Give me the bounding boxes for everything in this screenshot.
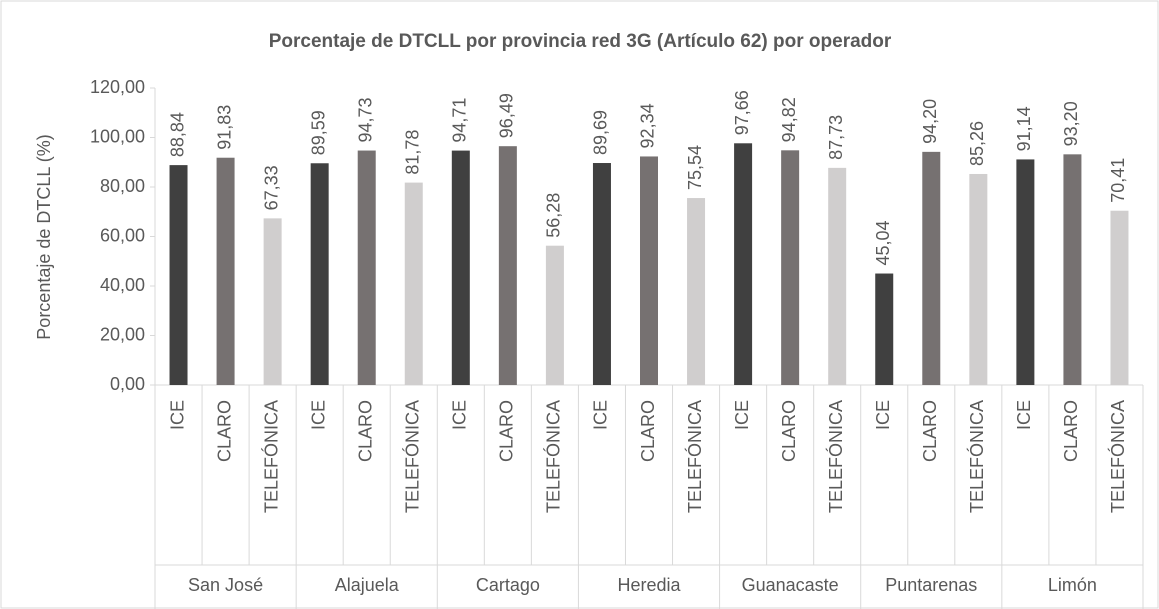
bar xyxy=(1063,154,1082,385)
x-tick-label: CLARO xyxy=(355,400,375,462)
x-tick-label: TELEFÓNICA xyxy=(402,400,423,513)
x-tick-label: CLARO xyxy=(638,400,658,462)
bar xyxy=(969,173,988,385)
y-tick-label: 80,00 xyxy=(100,176,145,196)
value-label: 70,41 xyxy=(1108,158,1128,203)
bar xyxy=(828,167,847,385)
bar xyxy=(545,245,564,385)
value-label: 88,84 xyxy=(167,112,187,157)
bar xyxy=(169,165,188,385)
x-tick-label: ICE xyxy=(732,400,752,430)
x-tick-label: TELEFÓNICA xyxy=(825,400,846,513)
group-label: San José xyxy=(188,575,263,595)
bar xyxy=(404,182,423,385)
bar xyxy=(1110,210,1129,385)
y-tick-label: 60,00 xyxy=(100,225,145,245)
y-tick-label: 100,00 xyxy=(90,126,145,146)
value-label: 81,78 xyxy=(403,130,423,175)
x-tick-label: ICE xyxy=(873,400,893,430)
value-label: 45,04 xyxy=(873,220,893,265)
x-tick-label: ICE xyxy=(167,400,187,430)
x-tick-label: TELEFÓNICA xyxy=(543,400,564,513)
bar xyxy=(451,150,470,385)
x-tick-label: TELEFÓNICA xyxy=(1107,400,1128,513)
value-label: 91,83 xyxy=(214,105,234,150)
value-label: 94,73 xyxy=(355,97,375,142)
group-label: Limón xyxy=(1048,575,1097,595)
bar xyxy=(640,156,658,385)
bar xyxy=(310,163,329,385)
x-tick-label: CLARO xyxy=(1061,400,1081,462)
x-tick-label: TELEFÓNICA xyxy=(684,400,705,513)
chart-title: Porcentaje de DTCLL por provincia red 3G… xyxy=(269,31,892,52)
value-label: 67,33 xyxy=(261,165,281,210)
x-tick-label: CLARO xyxy=(214,400,234,462)
y-tick-label: 120,00 xyxy=(90,77,145,97)
bar xyxy=(357,150,376,385)
value-label: 89,69 xyxy=(591,110,611,155)
x-tick-label: ICE xyxy=(591,400,611,430)
group-label: Heredia xyxy=(617,575,681,595)
x-tick-label: CLARO xyxy=(779,400,799,462)
bar xyxy=(781,150,800,385)
y-tick-label: 20,00 xyxy=(100,324,145,344)
value-label: 94,20 xyxy=(920,99,940,144)
x-tick-label: ICE xyxy=(450,400,470,430)
y-tick-label: 0,00 xyxy=(110,374,145,394)
group-label: Guanacaste xyxy=(742,575,839,595)
value-label: 75,54 xyxy=(685,145,705,190)
bar xyxy=(687,198,706,385)
value-label: 93,20 xyxy=(1061,101,1081,146)
group-label: Puntarenas xyxy=(885,575,977,595)
bar xyxy=(216,157,235,385)
x-tick-label: ICE xyxy=(308,400,328,430)
value-label: 96,49 xyxy=(497,93,517,138)
x-tick-label: CLARO xyxy=(497,400,517,462)
group-label: Alajuela xyxy=(335,575,400,595)
x-tick-label: CLARO xyxy=(920,400,940,462)
value-label: 89,59 xyxy=(308,110,328,155)
bar xyxy=(498,146,517,385)
value-label: 87,73 xyxy=(826,115,846,160)
y-tick-label: 40,00 xyxy=(100,275,145,295)
value-label: 56,28 xyxy=(544,193,564,238)
group-label: Cartago xyxy=(476,575,540,595)
value-label: 85,26 xyxy=(967,121,987,166)
bar xyxy=(875,273,894,385)
value-label: 94,82 xyxy=(779,97,799,142)
value-label: 94,71 xyxy=(450,98,470,143)
value-label: 97,66 xyxy=(732,90,752,135)
value-label: 92,34 xyxy=(638,103,658,148)
bar xyxy=(263,218,282,385)
x-tick-label: ICE xyxy=(1014,400,1034,430)
value-label: 91,14 xyxy=(1014,106,1034,151)
bar xyxy=(734,143,753,385)
bar xyxy=(592,163,611,385)
x-tick-label: TELEFÓNICA xyxy=(966,400,987,513)
x-tick-label: TELEFÓNICA xyxy=(260,400,281,513)
y-axis-label: Porcentaje de DTCLL (%) xyxy=(34,134,54,339)
bar xyxy=(1016,159,1035,385)
bar xyxy=(922,151,941,385)
